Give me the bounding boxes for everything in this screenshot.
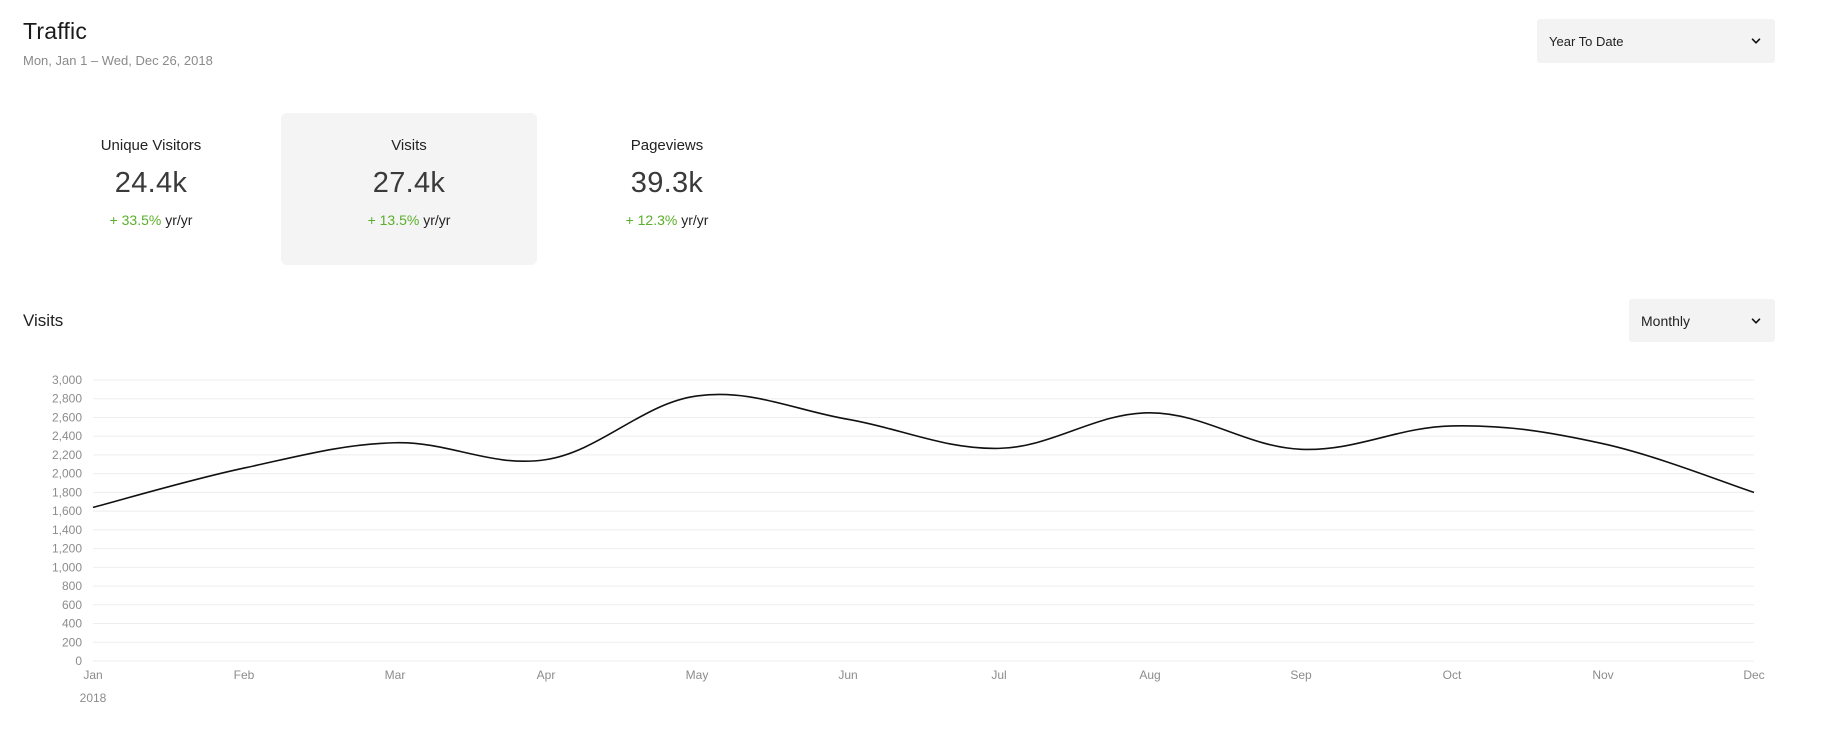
metric-label: Unique Visitors [100, 137, 202, 154]
date-range: Mon, Jan 1 – Wed, Dec 26, 2018 [23, 53, 213, 68]
data-point-apr[interactable] [541, 455, 551, 465]
chart-plot-area [88, 391, 1759, 512]
x-tick-label: Jun [838, 668, 857, 682]
x-tick-label: May [686, 668, 709, 682]
metric-value: 24.4k [114, 167, 188, 199]
page-header: Traffic Mon, Jan 1 – Wed, Dec 26, 2018 [23, 18, 213, 68]
metric-label: Pageviews [630, 137, 704, 154]
data-point-sep[interactable] [1296, 444, 1306, 454]
y-tick-label: 2,400 [52, 429, 82, 443]
y-tick-label: 1,400 [52, 523, 82, 537]
chart-section-title: Visits [23, 311, 64, 330]
metric-change-suffix: yr/yr [165, 212, 193, 228]
x-tick-label: Apr [537, 668, 556, 682]
y-tick-label: 400 [62, 617, 82, 631]
metric-change: + 33.5% yr/yr [110, 212, 193, 228]
y-tick-label: 1,600 [52, 504, 82, 518]
chevron-down-icon [1751, 38, 1761, 44]
x-tick-label: Jul [991, 668, 1006, 682]
metric-label: Visits [391, 137, 427, 154]
metric-card-visits[interactable]: Visits 27.4k + 13.5% yr/yr [281, 113, 537, 265]
data-point-oct[interactable] [1447, 421, 1457, 431]
data-point-aug[interactable] [1145, 408, 1155, 418]
data-point-mar[interactable] [390, 438, 400, 448]
interval-select[interactable]: Monthly [1629, 299, 1775, 342]
y-tick-label: 0 [75, 654, 82, 668]
metric-change: + 12.3% yr/yr [626, 212, 709, 228]
x-tick-label: Jan [83, 668, 102, 682]
data-point-jan[interactable] [88, 502, 98, 512]
y-axis: 0 200 400 600 800 1,000 1,200 1,400 1,600 1,800 2,… [52, 373, 82, 668]
y-tick-label: 800 [62, 579, 82, 593]
x-tick-label: Aug [1139, 668, 1160, 682]
x-axis-year-label: 2018 [80, 691, 107, 705]
metric-card-pageviews[interactable]: Pageviews 39.3k + 12.3% yr/yr [539, 113, 795, 265]
chart-grid [93, 379, 1754, 662]
visits-series-line [92, 393, 1755, 509]
x-axis: Jan Feb Mar Apr May Jun Jul Aug Sep Oct Nov Dec 2018 [80, 668, 1765, 705]
x-tick-label: Mar [385, 668, 406, 682]
metric-change-percent: + 12.3% [625, 212, 678, 228]
x-tick-label: Dec [1743, 668, 1764, 682]
data-point-jul[interactable] [994, 443, 1004, 453]
visits-line-chart: 0 200 400 600 800 1,000 1,200 1,400 1,600 1,800 2,… [52, 373, 1765, 705]
chevron-down-icon [1751, 317, 1761, 324]
y-tick-label: 3,000 [52, 373, 82, 387]
metric-change-suffix: yr/yr [681, 212, 709, 228]
date-range-select-value: Year To Date [1549, 33, 1624, 49]
data-point-nov[interactable] [1598, 439, 1608, 449]
metric-change: + 13.5% yr/yr [368, 212, 451, 228]
data-point-may[interactable] [692, 391, 702, 401]
x-tick-label: Oct [1443, 668, 1462, 682]
date-range-select[interactable]: Year To Date [1537, 19, 1775, 63]
y-tick-label: 2,200 [52, 448, 82, 462]
x-tick-label: Sep [1290, 668, 1312, 682]
metric-change-suffix: yr/yr [423, 212, 451, 228]
x-tick-label: Nov [1592, 668, 1613, 682]
data-point-jun[interactable] [843, 414, 853, 424]
page-title: Traffic [23, 18, 88, 44]
y-tick-label: 2,000 [52, 467, 82, 481]
metric-value: 27.4k [372, 167, 446, 199]
data-point-feb[interactable] [239, 463, 249, 473]
y-tick-label: 1,000 [52, 560, 82, 574]
metric-card-unique-visitors[interactable]: Unique Visitors 24.4k + 33.5% yr/yr [23, 113, 279, 265]
metric-change-percent: + 13.5% [367, 212, 420, 228]
metric-value: 39.3k [630, 167, 704, 199]
metric-cards: Unique Visitors 24.4k + 33.5% yr/yr Visi… [23, 113, 797, 265]
y-tick-label: 1,800 [52, 485, 82, 499]
y-tick-label: 2,600 [52, 410, 82, 424]
x-tick-label: Feb [234, 668, 255, 682]
metric-change-percent: + 33.5% [109, 212, 162, 228]
y-tick-label: 2,800 [52, 392, 82, 406]
data-point-dec[interactable] [1749, 487, 1759, 497]
interval-select-value: Monthly [1641, 312, 1691, 329]
y-tick-label: 1,200 [52, 542, 82, 556]
y-tick-label: 200 [62, 635, 82, 649]
y-tick-label: 600 [62, 598, 82, 612]
